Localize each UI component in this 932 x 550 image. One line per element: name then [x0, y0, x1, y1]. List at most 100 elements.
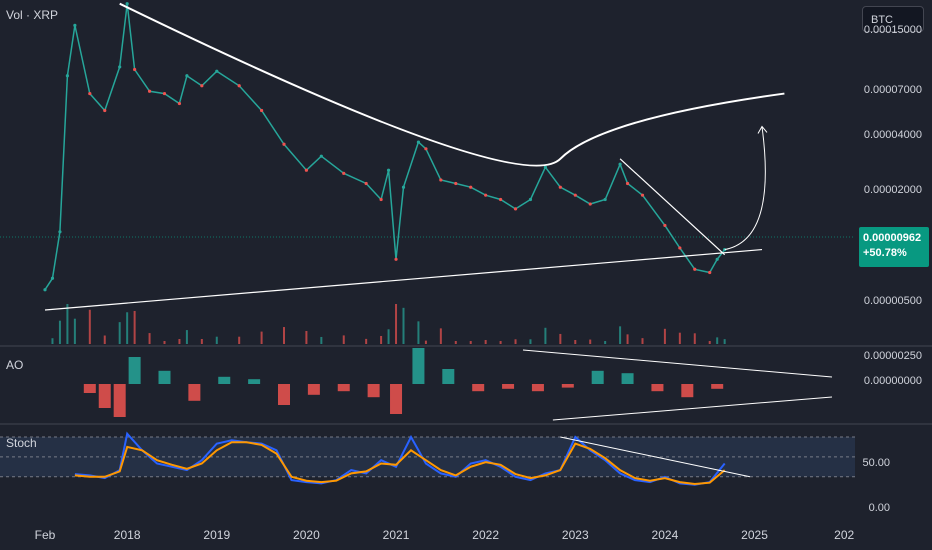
price-point: [663, 223, 667, 228]
volume-bar: [469, 341, 472, 344]
ao-bar: [531, 384, 544, 392]
ao-bar: [113, 384, 126, 417]
volume-bar: [417, 321, 420, 344]
projection-arrowhead: [757, 125, 768, 134]
price-point: [469, 185, 473, 189]
price-point: [259, 108, 264, 113]
ao-bar: [651, 384, 664, 392]
price-point: [185, 74, 189, 78]
price-point: [625, 181, 630, 186]
last-price-value: 0.00000962: [863, 232, 922, 244]
volume-bar: [723, 339, 726, 344]
price-point: [558, 185, 562, 189]
time-axis-label: 2023: [561, 528, 589, 542]
price-point: [588, 202, 592, 206]
price-point: [379, 197, 383, 202]
price-axis-label: 0.00007000: [863, 84, 922, 97]
ao-bar: [188, 384, 201, 401]
volume-bar: [626, 334, 629, 344]
price-point: [715, 257, 719, 261]
volume-bar: [663, 328, 666, 344]
price-point: [386, 168, 391, 172]
volume-bar: [619, 326, 622, 344]
volume-bar: [185, 330, 188, 344]
price-point: [125, 2, 129, 6]
ao-bar: [337, 384, 350, 392]
ao-histogram: [83, 348, 724, 417]
stoch-d-line: [74, 441, 726, 486]
price-point: [65, 74, 70, 78]
price-point: [498, 197, 503, 202]
volume-bar: [133, 310, 136, 344]
price-point: [342, 171, 346, 175]
volume-bar: [589, 339, 592, 344]
rounding-bottom-curve: [119, 2, 785, 167]
price-point: [454, 181, 458, 186]
price-axis-label: 0.00000250: [863, 349, 922, 362]
price-axis-label: 0.00015000: [863, 23, 922, 36]
volume-bar: [499, 341, 502, 344]
volume-bar: [559, 333, 562, 344]
volume-bar: [365, 338, 368, 344]
price-point: [177, 101, 182, 106]
price-point: [708, 270, 712, 275]
volume-bar: [200, 338, 203, 344]
price-axis-label: 0.00002000: [863, 184, 922, 197]
price-point: [237, 84, 241, 88]
ao-bar: [367, 384, 380, 398]
volume-bar: [66, 304, 69, 344]
volume-bar: [484, 339, 487, 344]
price-axis-label: 0.00000500: [863, 294, 922, 307]
trendline-drawings: [44, 2, 833, 478]
time-axis-label: 2020: [293, 528, 320, 542]
price-point: [364, 181, 368, 186]
ao-bar: [278, 384, 290, 405]
volume-bar: [215, 336, 218, 344]
price-point: [162, 91, 167, 96]
ao-bar: [472, 384, 485, 392]
volume-bar: [126, 312, 129, 344]
price-point: [394, 257, 398, 261]
price-point: [603, 197, 607, 202]
currency-button[interactable]: BTC: [862, 6, 924, 32]
price-point: [58, 230, 62, 234]
stoch-lines: [0, 431, 855, 486]
volume-bar: [58, 320, 61, 344]
price-point: [319, 154, 323, 158]
volume-bar: [305, 330, 308, 344]
ao-bar: [248, 379, 261, 384]
volume-bar: [641, 338, 644, 344]
volume-bar: [395, 304, 398, 344]
ao-lower-trendline: [552, 396, 833, 421]
volume-bar: [380, 335, 383, 344]
price-point: [282, 142, 286, 146]
volume-bar: [678, 332, 681, 344]
ao-bar: [412, 348, 425, 384]
volume-bar: [148, 333, 151, 344]
volume-bar: [604, 341, 607, 344]
ao-bar: [502, 384, 515, 389]
ao-bar: [442, 369, 455, 384]
ao-bar: [128, 357, 141, 384]
ao-bar: [591, 370, 604, 384]
price-axis-label: 0.00004000: [863, 128, 922, 141]
descending-trendline: [619, 158, 726, 256]
time-axis-label: 2018: [113, 528, 141, 542]
price-point: [573, 193, 577, 197]
stoch-trendline: [560, 436, 751, 478]
volume-bar: [574, 339, 577, 344]
price-point: [118, 65, 122, 69]
price-point: [618, 162, 622, 166]
price-point: [133, 67, 137, 72]
price-point: [200, 84, 204, 88]
volume-bar: [163, 341, 166, 344]
grid-lines: [0, 236, 932, 425]
price-point: [528, 197, 533, 202]
ao-axis-label: 0.00000000: [863, 375, 922, 387]
time-axis-label: 2022: [472, 528, 500, 542]
volume-bar: [716, 337, 719, 344]
price-series: [43, 2, 727, 292]
price-point: [424, 147, 428, 151]
volume-bar: [73, 318, 76, 344]
price-point: [543, 165, 548, 169]
